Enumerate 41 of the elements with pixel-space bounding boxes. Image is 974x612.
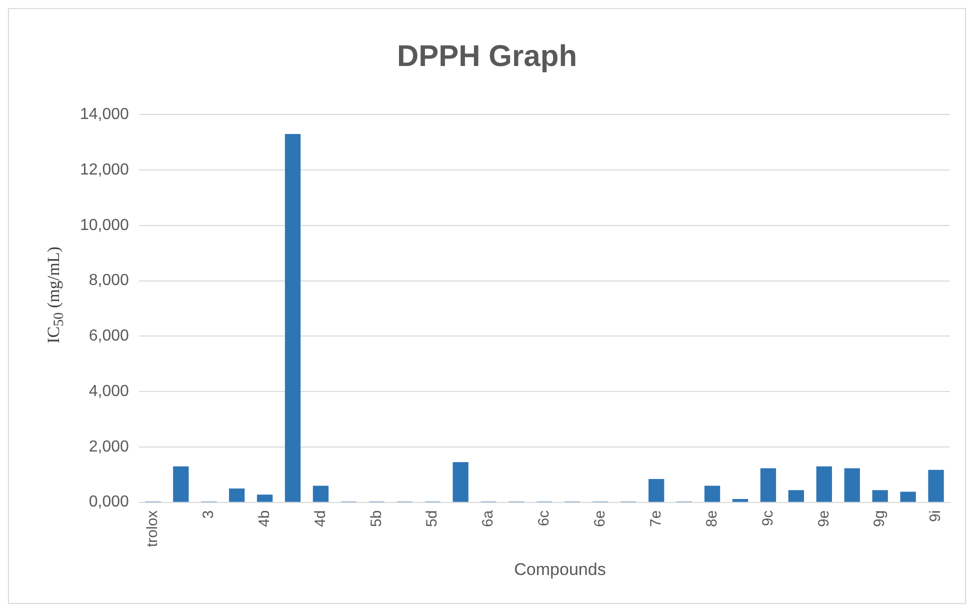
bar [228,488,245,502]
bar [816,466,832,502]
x-tick-label: trolox [144,510,162,548]
x-tick-label: 5b [368,510,385,528]
bar [284,134,301,502]
x-tick-label: 4d [312,510,329,528]
y-tick-label: 12,000 [80,161,130,178]
x-tick-label: 9e [815,510,832,528]
bar [732,498,748,502]
y-tick-label: 2,000 [88,438,130,456]
y-tick-label: 6,000 [88,328,130,345]
bar [844,468,860,502]
x-tick-label: 9c [759,510,776,526]
chart-title: DPPH Graph [396,40,578,74]
bar [900,492,916,502]
bar [928,470,944,502]
bar [452,462,468,502]
bar [648,479,664,502]
y-tick-label: 14,000 [80,106,130,124]
bar [872,490,888,502]
x-tick-label: 8e [703,510,720,528]
x-axis-title: Compounds [513,560,607,580]
x-tick-label: 6c [536,510,553,526]
x-tick-label: 9i [927,510,944,522]
bar [312,486,329,502]
x-tick-label: 3 [200,510,217,519]
y-tick-label: 0,000 [88,494,130,511]
x-tick-label: 5d [424,510,441,528]
x-tick-label: 7e [647,510,664,528]
bar [760,468,776,502]
bar [256,494,273,502]
x-tick-label: 6e [592,510,609,528]
bar [788,490,804,502]
y-tick-label: 4,000 [88,382,130,400]
x-tick-label: 4b [256,510,273,528]
bar [173,466,189,502]
y-tick-label: 10,000 [80,216,130,234]
y-tick-label: 8,000 [88,272,130,290]
x-tick-label: 9g [871,510,888,528]
x-tick-label: 6a [480,510,497,528]
bar [704,486,720,502]
